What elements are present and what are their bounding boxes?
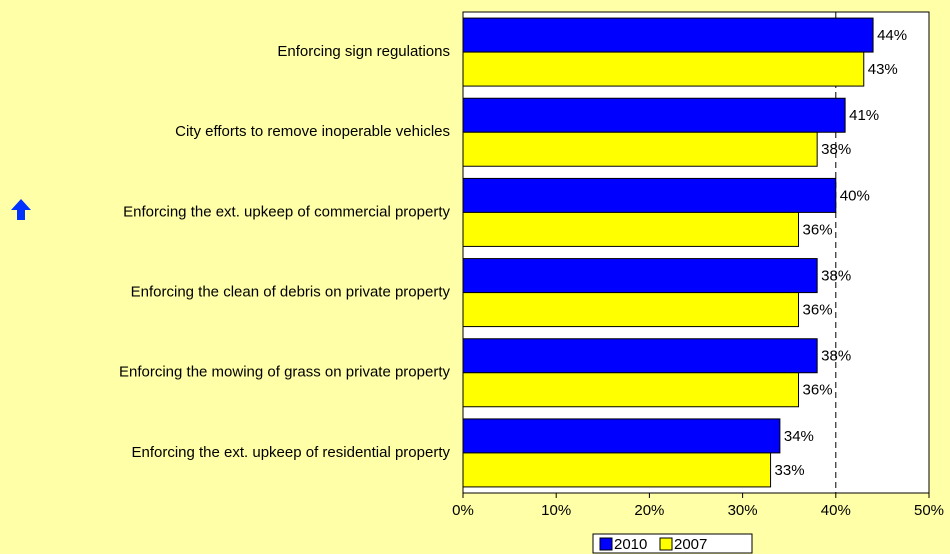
bar bbox=[462, 177, 837, 213]
value-label: 38% bbox=[821, 141, 851, 158]
category-label: Enforcing the ext. upkeep of commercial … bbox=[123, 203, 450, 220]
value-label: 36% bbox=[803, 302, 833, 319]
category-label: City efforts to remove inoperable vehicl… bbox=[175, 123, 450, 140]
value-label: 33% bbox=[775, 462, 805, 479]
value-label: 36% bbox=[803, 221, 833, 238]
x-tick-label: 20% bbox=[634, 502, 664, 519]
plot-area bbox=[462, 11, 930, 494]
legend-swatch bbox=[659, 537, 673, 551]
bar bbox=[462, 97, 846, 133]
legend-label: 2007 bbox=[674, 536, 707, 553]
value-label: 36% bbox=[803, 382, 833, 399]
category-label: Enforcing sign regulations bbox=[277, 43, 450, 60]
legend-swatch bbox=[599, 537, 613, 551]
bar bbox=[462, 338, 818, 374]
category-label: Enforcing the ext. upkeep of residential… bbox=[131, 444, 450, 461]
value-label: 40% bbox=[840, 187, 870, 204]
highlight-arrow bbox=[11, 199, 31, 220]
x-tick-label: 40% bbox=[821, 502, 851, 519]
category-label: Enforcing the mowing of grass on private… bbox=[119, 364, 451, 381]
bar bbox=[462, 418, 781, 454]
bar bbox=[462, 372, 800, 408]
bar bbox=[462, 452, 772, 488]
bar bbox=[462, 17, 874, 53]
value-label: 41% bbox=[849, 107, 879, 124]
value-label: 44% bbox=[877, 27, 907, 44]
value-label: 38% bbox=[821, 348, 851, 365]
x-tick-label: 50% bbox=[914, 502, 944, 519]
bar bbox=[462, 51, 865, 87]
bar bbox=[462, 131, 818, 167]
x-tick-label: 0% bbox=[452, 502, 474, 519]
bar bbox=[462, 258, 818, 294]
value-label: 34% bbox=[784, 428, 814, 445]
value-label: 43% bbox=[868, 61, 898, 78]
bar bbox=[462, 211, 800, 247]
category-label: Enforcing the clean of debris on private… bbox=[131, 284, 451, 301]
x-tick-label: 30% bbox=[728, 502, 758, 519]
legend-label: 2010 bbox=[614, 536, 647, 553]
value-label: 38% bbox=[821, 268, 851, 285]
bar bbox=[462, 292, 800, 328]
x-tick-label: 10% bbox=[541, 502, 571, 519]
